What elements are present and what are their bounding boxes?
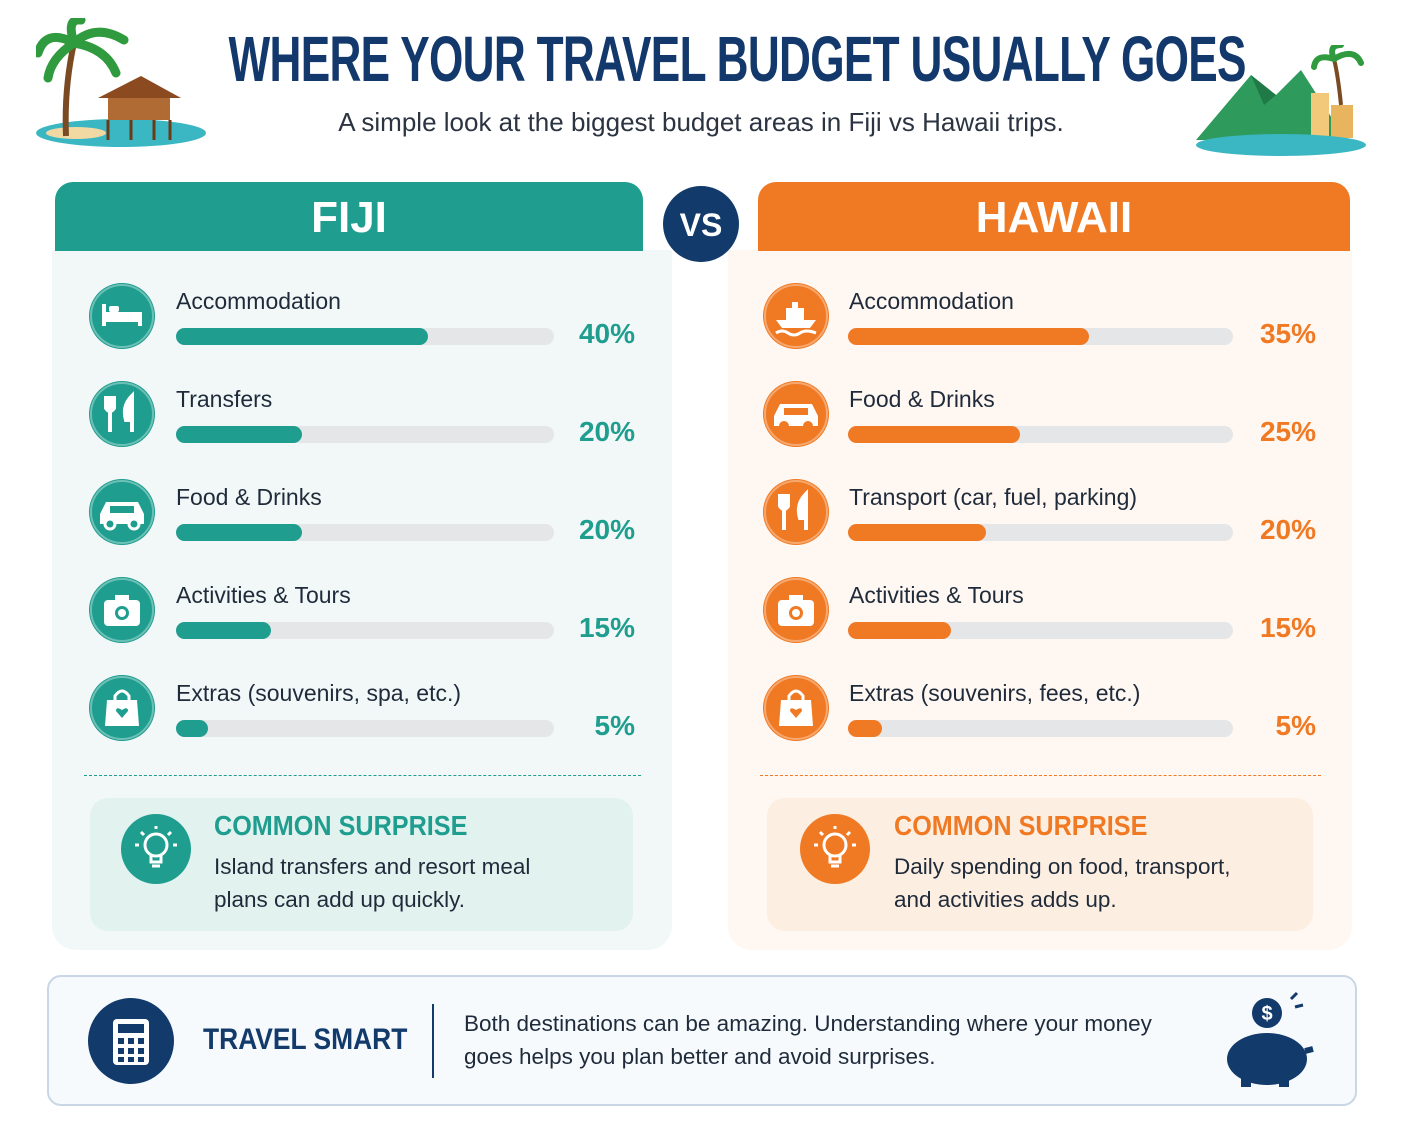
item-icon <box>89 381 155 447</box>
footer-title: TRAVEL SMART <box>203 1023 435 1057</box>
item-icon <box>89 675 155 741</box>
icon-glyph <box>90 480 154 544</box>
item-icon <box>89 479 155 545</box>
bulb-glyph <box>814 826 856 868</box>
surprise-title-text: COMMON SURPRISE <box>894 810 1148 841</box>
hawaii-illustration <box>1196 45 1366 156</box>
item-icon <box>763 675 829 741</box>
bar-track <box>176 622 554 639</box>
icon-glyph <box>764 480 828 544</box>
item-label: Transport (car, fuel, parking) <box>849 484 1138 510</box>
item-label: Extras (souvenirs, fees, etc.) <box>849 680 1141 706</box>
icon-glyph <box>90 676 154 740</box>
bar <box>848 622 952 639</box>
value-label: 35% <box>1259 318 1316 349</box>
surprise-title: COMMON SURPRISE <box>894 810 1176 842</box>
bulb-glyph <box>135 826 177 868</box>
icon-glyph <box>764 284 828 348</box>
panel-header: HAWAII <box>758 182 1350 251</box>
bar-track <box>176 720 554 737</box>
bulb-icon <box>121 814 191 884</box>
bar-track <box>176 426 554 443</box>
svg-text:$: $ <box>1261 1003 1272 1025</box>
surprise-title-text: COMMON SURPRISE <box>214 810 468 841</box>
icon-glyph <box>90 578 154 642</box>
item-label: Accommodation <box>176 288 341 314</box>
bar <box>848 524 986 541</box>
item-label: Food & Drinks <box>176 484 322 510</box>
bar <box>176 524 302 541</box>
value-label: 40% <box>578 318 635 349</box>
bar-track <box>848 524 1233 541</box>
value-label: 15% <box>578 612 635 643</box>
icon-glyph <box>90 382 154 446</box>
bar-track <box>848 622 1233 639</box>
item-label: Activities & Tours <box>176 582 351 608</box>
bar <box>848 328 1089 345</box>
bar-track <box>848 426 1233 443</box>
divider-line <box>760 775 1321 776</box>
value-label: 25% <box>1259 416 1316 447</box>
divider-line <box>84 775 641 776</box>
bulb-icon <box>800 814 870 884</box>
item-label: Food & Drinks <box>849 386 995 412</box>
icon-glyph <box>90 284 154 348</box>
bar <box>176 720 208 737</box>
bar-track <box>176 328 554 345</box>
divider <box>432 1004 434 1078</box>
item-icon <box>89 283 155 349</box>
title-text: WHERE YOUR TRAVEL BUDGET USUALLY GOES <box>228 23 1247 95</box>
value-label: 20% <box>578 416 635 447</box>
item-icon <box>763 283 829 349</box>
bar-track <box>176 524 554 541</box>
icon-glyph <box>764 676 828 740</box>
footer-title-text: TRAVEL SMART <box>203 1023 408 1056</box>
value-label: 20% <box>1259 514 1316 545</box>
calculator-icon <box>88 998 174 1084</box>
item-label: Extras (souvenirs, spa, etc.) <box>176 680 462 706</box>
piggy-bank-icon: $ <box>1227 991 1314 1087</box>
bar <box>176 622 271 639</box>
fiji-illustration <box>36 18 206 147</box>
value-label: 5% <box>594 710 635 741</box>
bar <box>848 426 1020 443</box>
panel-header: FIJI <box>55 182 643 251</box>
item-icon <box>89 577 155 643</box>
bar <box>176 426 302 443</box>
value-label: 15% <box>1259 612 1316 643</box>
footer-text: Both destinations can be amazing. Unders… <box>464 1011 1152 1069</box>
item-icon <box>763 479 829 545</box>
surprise-title: COMMON SURPRISE <box>214 810 496 842</box>
bar-track <box>848 720 1233 737</box>
bar <box>176 328 428 345</box>
item-icon <box>763 577 829 643</box>
item-label: Accommodation <box>849 288 1014 314</box>
item-icon <box>763 381 829 447</box>
icon-glyph <box>764 578 828 642</box>
surprise-text: Island transfers and resort meal plans c… <box>214 854 531 912</box>
value-label: 5% <box>1275 710 1316 741</box>
title: WHERE YOUR TRAVEL BUDGET USUALLY GOES <box>0 22 1402 96</box>
item-label: Activities & Tours <box>849 582 1024 608</box>
footer-box: TRAVEL SMART Both destinations can be am… <box>47 975 1357 1106</box>
item-label: Transfers <box>176 386 273 412</box>
value-label: 20% <box>578 514 635 545</box>
icon-glyph <box>764 382 828 446</box>
vs-badge: VS <box>663 186 739 262</box>
bar <box>848 720 883 737</box>
subtitle: A simple look at the biggest budget area… <box>338 107 1064 137</box>
bar-track <box>848 328 1233 345</box>
surprise-text: Daily spending on food, transport, and a… <box>894 854 1231 912</box>
